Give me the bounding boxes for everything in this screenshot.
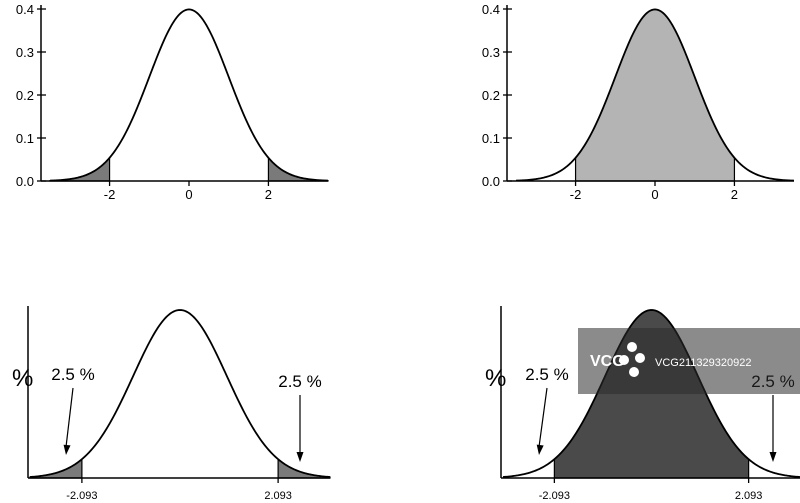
y-tick-label-4: 0.4 [482, 2, 500, 17]
density-curve [515, 8, 795, 182]
x-tick-label-2: 2 [731, 187, 738, 202]
x-tick-label-1: 2.093 [264, 490, 292, 502]
watermark-flower-icon [619, 342, 645, 377]
annotation-label-1: 2.5 % [278, 372, 321, 391]
y-tick-label-1: 0.1 [16, 131, 34, 146]
annotation-arrow-0 [538, 387, 548, 448]
x-tick-label-0: -2 [570, 187, 582, 202]
annotation-arrowhead-1 [296, 452, 304, 462]
x-tick-label-1: 0 [185, 187, 192, 202]
density-curve [49, 8, 329, 182]
annotation-arrowhead-0 [63, 444, 71, 455]
density-curve [502, 309, 800, 478]
watermark-text: VCG211329320922 [655, 357, 751, 369]
y-axis-label: % [485, 365, 506, 392]
y-tick-label-0: 0.0 [482, 174, 500, 189]
x-tick-label-2: 2 [265, 187, 272, 202]
shaded-region-1 [277, 457, 331, 479]
panel-bottom-left: -2.093 2.093% 2.5 % 2.5 % [12, 306, 331, 502]
x-tick-label-1: 2.093 [735, 490, 763, 502]
y-tick-label-3: 0.3 [482, 45, 500, 60]
y-tick-label-3: 0.3 [16, 45, 34, 60]
annotation-label-0: 2.5 % [525, 365, 568, 384]
x-tick-label-0: -2 [104, 187, 116, 202]
x-tick-label-0: -2.093 [539, 490, 570, 502]
y-tick-label-2: 0.2 [482, 88, 500, 103]
annotation-arrowhead-0 [536, 444, 544, 455]
x-tick-label-0: -2.093 [66, 490, 97, 502]
annotation-arrow-0 [65, 387, 74, 448]
watermark: VCG VCG211329320922 [578, 328, 800, 394]
annotation-label-0: 2.5 % [51, 365, 94, 384]
y-tick-label-2: 0.2 [16, 88, 34, 103]
y-tick-label-4: 0.4 [16, 2, 34, 17]
y-tick-label-0: 0.0 [16, 174, 34, 189]
annotation-arrowhead-1 [769, 452, 777, 462]
shaded-region-0 [29, 457, 83, 479]
watermark-logo: VCG [590, 353, 625, 370]
shaded-region-0 [574, 8, 736, 182]
density-curve [29, 309, 331, 478]
x-tick-label-1: 0 [651, 187, 658, 202]
y-tick-label-1: 0.1 [482, 131, 500, 146]
panel-top-left: 0.0 0.1 0.2 0.3 0.4 -2 0 2 [16, 2, 329, 202]
panel-top-right: 0.0 0.1 0.2 0.3 0.4 -2 0 2 [482, 2, 795, 202]
y-axis-label: % [12, 365, 33, 392]
